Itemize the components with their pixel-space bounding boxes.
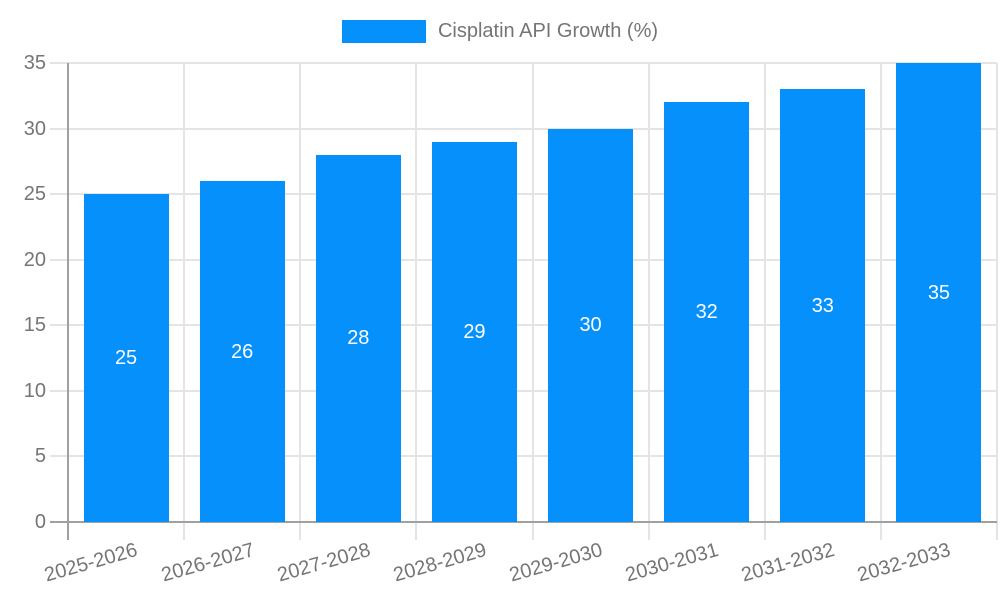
x-axis-tick-label: 2030-2031 xyxy=(623,538,722,587)
bar-value-label: 30 xyxy=(579,314,602,337)
bar-2028-2029[interactable] xyxy=(431,141,517,522)
legend-swatch[interactable] xyxy=(341,19,426,43)
bar-2031-2032[interactable] xyxy=(780,89,866,522)
bar-value-label: 33 xyxy=(811,294,834,317)
y-axis-tick-label: 25 xyxy=(23,183,46,206)
y-axis-line xyxy=(67,63,69,540)
chart-legend[interactable]: Cisplatin API Growth (%) xyxy=(0,18,1000,44)
bar-2029-2030[interactable] xyxy=(548,128,634,522)
y-axis-tick-label: 30 xyxy=(23,117,46,140)
x-axis-tick xyxy=(299,522,302,540)
x-axis-tick-label: 2031-2032 xyxy=(739,538,838,587)
plot-area: 0 5 10 15 20 25 30 35 25 2025-2026 26 2026-2027 28 20… xyxy=(24,52,998,586)
y-axis-tick-label: 35 xyxy=(23,52,46,74)
legend-label: Cisplatin API Growth (%) xyxy=(437,20,659,42)
bar-value-label: 25 xyxy=(114,347,138,370)
y-axis-tick-label: 15 xyxy=(23,314,46,337)
gridline-vertical xyxy=(183,63,186,522)
y-axis-tick xyxy=(50,127,68,130)
y-axis-tick xyxy=(50,62,68,64)
x-axis-tick xyxy=(763,522,766,540)
x-axis-tick-label: 2026-2027 xyxy=(158,538,257,587)
x-axis-line xyxy=(50,521,997,523)
x-axis-tick-label: 2025-2026 xyxy=(42,538,141,587)
bar-value-label: 32 xyxy=(695,301,718,324)
x-axis-tick xyxy=(879,522,882,540)
bar-value-label: 35 xyxy=(927,281,951,304)
gridline-vertical xyxy=(531,63,534,522)
y-axis-tick xyxy=(50,193,68,196)
gridline-vertical xyxy=(763,63,766,522)
bar-2025-2026[interactable] xyxy=(83,194,169,522)
x-axis-tick xyxy=(647,522,650,540)
gridline-vertical xyxy=(996,63,998,522)
y-axis-tick xyxy=(50,324,68,327)
bar-2026-2027[interactable] xyxy=(199,181,285,522)
y-axis-tick-label: 10 xyxy=(23,379,46,402)
x-axis-tick xyxy=(996,522,998,540)
y-axis-tick-label: 5 xyxy=(34,445,46,468)
y-axis-tick-label: 0 xyxy=(34,511,46,533)
x-axis-tick xyxy=(415,522,418,540)
x-axis-tick-label: 2032-2033 xyxy=(855,538,954,587)
bar-2032-2033[interactable] xyxy=(896,63,982,522)
bar-2030-2031[interactable] xyxy=(664,102,750,522)
bar-value-label: 26 xyxy=(231,340,254,363)
gridline-vertical xyxy=(879,63,882,522)
bar-2027-2028[interactable] xyxy=(315,154,401,522)
x-axis-tick xyxy=(531,522,534,540)
bar-value-label: 29 xyxy=(463,320,486,343)
gridline-vertical xyxy=(647,63,650,522)
x-axis-tick-label: 2027-2028 xyxy=(274,538,373,587)
x-axis-tick-label: 2028-2029 xyxy=(390,538,489,587)
x-axis-tick-label: 2029-2030 xyxy=(506,538,605,587)
gridline-vertical xyxy=(299,63,302,522)
x-axis-tick xyxy=(183,522,186,540)
y-axis-tick xyxy=(50,455,68,458)
gridline-vertical xyxy=(415,63,418,522)
bar-value-label: 28 xyxy=(347,327,370,350)
y-axis-tick xyxy=(50,258,68,261)
y-axis-tick-label: 20 xyxy=(23,248,46,271)
y-axis-tick xyxy=(50,389,68,392)
